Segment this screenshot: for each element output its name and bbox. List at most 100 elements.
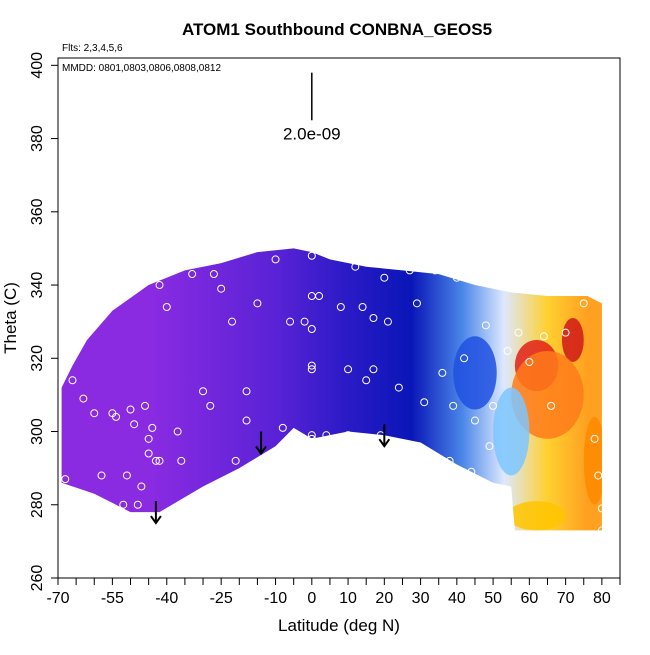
y-tick-label: 400 [29,52,46,79]
field-hotspot [493,387,530,476]
observation-point [141,401,150,410]
observation-point [590,434,599,443]
observation-point [151,456,160,465]
flight-arrow-head [150,515,162,525]
observation-point [369,314,378,322]
observation-point [452,273,461,282]
observation-point [122,471,131,480]
observation-point [155,456,164,465]
observation-point [144,449,153,458]
observation-point [130,420,139,429]
observation-point [68,376,77,385]
chart-title: ATOM1 Southbound CONBNA_GEOS5 [182,20,492,39]
flight-arrows [150,424,391,525]
y-axis: 260 280 300 320 340 360 380 400 [29,52,58,591]
field-hotspot [453,336,497,410]
x-tick-label: -70 [46,590,69,607]
observation-point [137,482,146,491]
observation-point [322,431,331,440]
observation-point [351,262,360,271]
observation-point [209,270,218,279]
flight-arrow-head [255,445,267,456]
x-tick-label: 50 [484,590,502,607]
x-tick-label: 30 [412,590,430,607]
x-tick-label: -55 [101,590,124,607]
flights-note: Flts: 2,3,4,5,6 [62,43,123,54]
plot-frame [57,57,621,579]
observation-point [369,365,378,374]
observation-point [228,317,237,326]
x-tick-label: 80 [593,590,611,607]
observation-point [173,427,182,436]
observation-point [594,471,603,480]
flight-arrow [378,424,391,448]
observation-point [231,456,240,465]
observation-point [144,434,153,443]
observation-point [489,401,498,410]
observation-point [467,467,476,476]
observation-point [514,328,523,337]
observation-point [420,398,429,407]
x-tick-label: 0 [307,590,316,607]
observation-point [380,273,389,282]
y-tick-label: 340 [29,272,46,299]
observation-point [177,456,186,465]
observation-point [470,416,479,425]
x-tick-label: -25 [210,590,233,607]
observation-point [362,376,371,385]
y-axis-title: Theta (C) [1,282,20,354]
y-tick-label: 360 [29,198,46,225]
flight-arrow-head [378,438,391,448]
observation-point [90,409,99,418]
observation-point [307,434,316,443]
x-axis: -70 -55 -40 -25 -10 0 10 20 30 40 50 60 70 80 [46,578,621,607]
y-tick-label: 260 [29,565,46,592]
field-hotspot [507,501,566,531]
observation-point [307,251,316,260]
observation-point [438,368,447,377]
observation-point [271,255,280,264]
flight-arrow [255,431,267,456]
observation-point [481,321,490,330]
scale-bar-label: 2.0e-09 [283,124,341,143]
observation-point [253,299,262,308]
observation-point [383,317,392,326]
field-hotspot [511,350,584,439]
scale-bar: 2.0e-09 [283,72,341,143]
y-tick-label: 380 [29,125,46,152]
observation-point [344,431,353,440]
observation-point [162,303,171,312]
observation-point [547,401,556,410]
x-axis-title: Latitude (deg N) [278,616,400,635]
observation-point [405,266,414,275]
observation-point [217,284,226,293]
flight-arrow [150,501,162,525]
observation-point [126,405,135,414]
observation-point [460,354,469,363]
observation-point [307,361,316,370]
y-tick-label: 320 [29,345,46,372]
observation-point [199,387,208,396]
observation-point [344,365,353,374]
x-tick-label: -40 [155,590,178,607]
observation-point [307,365,316,374]
observation-point [503,346,512,355]
observation-point [206,401,215,410]
observation-point [112,412,121,421]
field-hotspot [561,318,584,362]
observation-point [286,317,295,326]
observation-point [242,387,251,396]
observation-point [449,401,458,410]
x-tick-label: 40 [448,590,466,607]
observation-point [597,504,606,513]
observation-point [315,292,324,301]
observation-point [485,442,494,451]
x-tick-label: -10 [264,590,287,607]
observation-point [412,299,421,308]
x-tick-label: 60 [520,590,538,607]
observation-point [431,266,440,275]
observation-point [579,299,588,308]
observation-point [358,303,367,312]
observation-point [539,332,548,341]
